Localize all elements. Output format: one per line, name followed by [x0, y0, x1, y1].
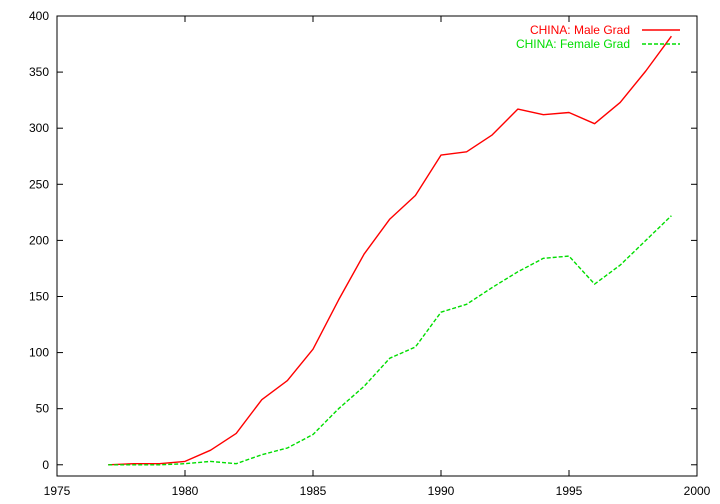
- y-tick-label: 400: [29, 9, 49, 23]
- y-tick-label: 0: [42, 458, 49, 472]
- legend-label-female-grad: CHINA: Female Grad: [516, 37, 630, 51]
- y-tick-label: 100: [29, 346, 49, 360]
- y-tick-label: 150: [29, 289, 49, 303]
- y-tick-label: 200: [29, 233, 49, 247]
- y-tick-label: 300: [29, 121, 49, 135]
- plot-frame: [56, 15, 698, 477]
- x-tick-label: 1975: [44, 484, 71, 498]
- x-tick-label: 1985: [300, 484, 327, 498]
- x-axis: 1975 1980 1985 1990 1995 2000: [44, 16, 711, 498]
- y-tick-label: 250: [29, 177, 49, 191]
- x-tick-label: 1980: [172, 484, 199, 498]
- x-tick-label: 1990: [428, 484, 455, 498]
- y-tick-label: 350: [29, 65, 49, 79]
- legend-label-male-grad: CHINA: Male Grad: [530, 23, 630, 37]
- x-tick-label: 1995: [556, 484, 583, 498]
- series-layer: [108, 35, 672, 466]
- series-line-female-grad: [108, 215, 672, 466]
- x-tick-label: 2000: [684, 484, 711, 498]
- y-tick-label: 50: [36, 402, 50, 416]
- y-axis: 0 50 100 150 200 250 300 350 400: [29, 9, 697, 472]
- series-line-male-grad: [108, 35, 672, 466]
